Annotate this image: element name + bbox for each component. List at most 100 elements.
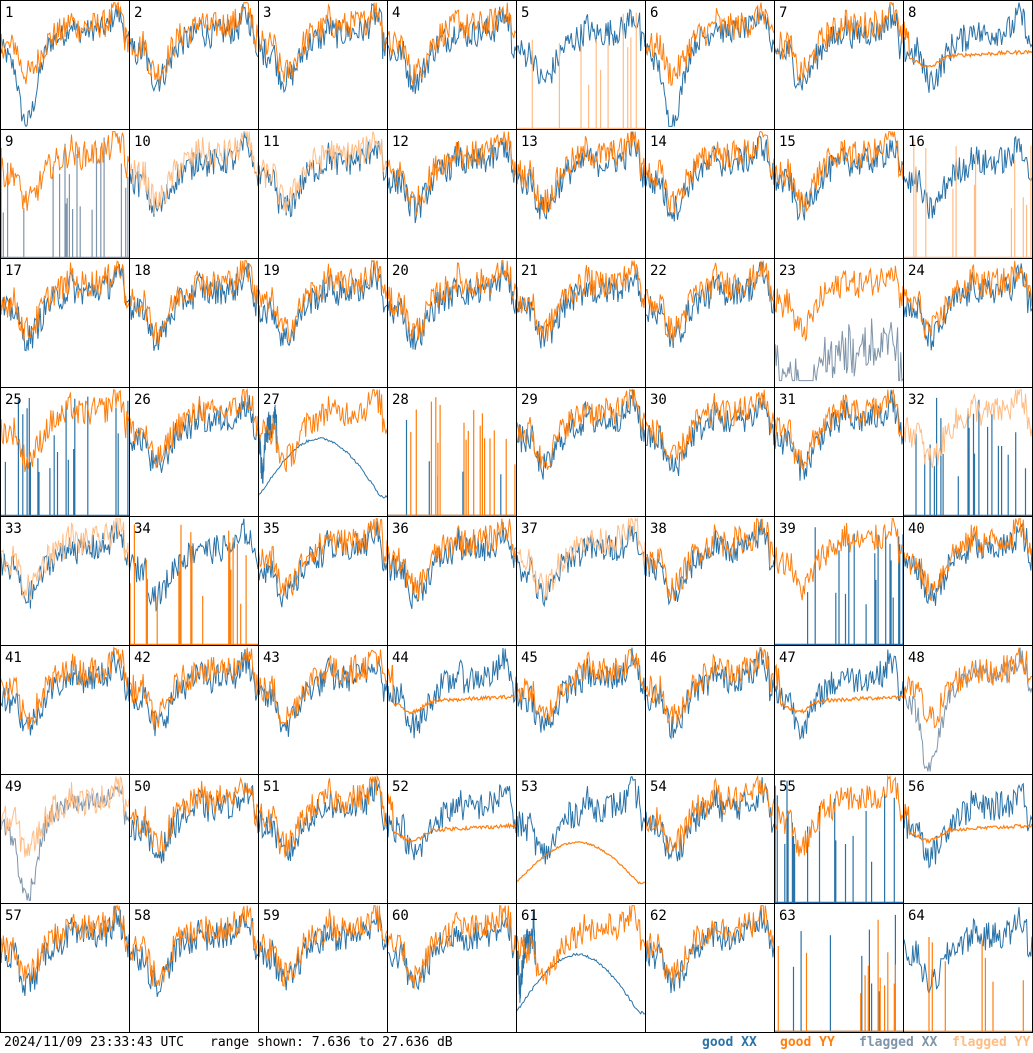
trace-xx (645, 7, 774, 127)
panel-label: 29 (521, 392, 538, 408)
trace-xx (258, 436, 387, 499)
trace-xx (0, 396, 129, 516)
trace-yy (129, 647, 258, 730)
panel-label: 30 (650, 392, 667, 408)
trace-xx (903, 907, 1032, 996)
panel-33 (0, 518, 129, 609)
panel-7 (774, 2, 903, 91)
panel-label: 44 (392, 650, 409, 666)
panel-64 (903, 907, 1032, 1032)
panel-label: 15 (779, 134, 796, 150)
panel-28 (387, 397, 516, 516)
panel-41 (0, 646, 129, 736)
trace-yy (645, 389, 774, 462)
trace-xx (258, 521, 387, 608)
panel-label: 5 (521, 5, 529, 21)
trace-yy (645, 905, 774, 985)
panel-18 (129, 260, 258, 351)
trace-xx-head (516, 911, 536, 1003)
trace-xx (516, 524, 645, 608)
trace-yy (903, 389, 1032, 468)
trace-xx (516, 775, 645, 865)
trace-xx (387, 137, 516, 224)
trace-xx (516, 952, 645, 1015)
panel-23 (774, 265, 903, 383)
trace-yy (516, 131, 645, 214)
trace-yy (774, 663, 903, 715)
trace-yy (258, 905, 387, 987)
trace-xx (258, 260, 387, 347)
panel-label: 38 (650, 521, 667, 537)
panel-11 (258, 131, 387, 218)
panel-32 (903, 389, 1032, 516)
panel-label: 34 (134, 521, 151, 537)
panel-label: 39 (779, 521, 796, 537)
trace-yy (0, 260, 129, 342)
panel-36 (387, 518, 516, 610)
trace-yy (258, 518, 387, 596)
trace-xx (0, 137, 129, 258)
trace-xx (903, 523, 1032, 606)
trace-xx (903, 782, 1032, 869)
panel-label: 62 (650, 908, 667, 924)
trace-yy (0, 388, 129, 473)
panel-label: 42 (134, 650, 151, 666)
timestamp: 2024/11/09 23:33:43 UTC (4, 1035, 185, 1050)
trace-yy (645, 517, 774, 601)
trace-yy (387, 904, 516, 989)
panel-35 (258, 518, 387, 608)
panel-31 (774, 389, 903, 481)
trace-xx (129, 4, 258, 93)
panel-4 (387, 2, 516, 94)
trace-yy (258, 259, 387, 344)
panel-label: 17 (5, 263, 22, 279)
panel-label: 23 (779, 263, 796, 279)
trace-yy (645, 774, 774, 854)
trace-yy (774, 518, 903, 601)
panel-22 (645, 260, 774, 349)
panel-13 (516, 131, 645, 220)
legend-flagged-xx: flagged XX (859, 1035, 938, 1050)
panel-9 (0, 131, 129, 258)
panel-42 (129, 647, 258, 737)
panel-17 (0, 260, 129, 352)
panel-label: 45 (521, 650, 538, 666)
trace-yy (516, 260, 645, 342)
panel-60 (387, 904, 516, 991)
panel-label: 35 (263, 521, 280, 537)
panel-label: 26 (134, 392, 151, 408)
trace-yy (387, 518, 516, 601)
panel-26 (129, 387, 258, 473)
panel-label: 58 (134, 908, 151, 924)
panel-label: 48 (908, 650, 925, 666)
panel-46 (645, 647, 774, 740)
panel-label: 36 (392, 521, 409, 537)
trace-xx-head (258, 404, 278, 484)
panel-label: 47 (779, 650, 796, 666)
trace-yy (516, 12, 645, 129)
trace-xx (903, 263, 1032, 351)
panel-10 (129, 131, 258, 217)
panel-25 (0, 388, 129, 516)
trace-yy (903, 139, 1032, 258)
trace-yy (129, 2, 258, 86)
panel-label: 31 (779, 392, 796, 408)
panel-label: 13 (521, 134, 538, 150)
panel-label: 10 (134, 134, 151, 150)
trace-xx (129, 782, 258, 864)
panel-label: 8 (908, 5, 916, 21)
panel-label: 27 (263, 392, 280, 408)
panel-label: 11 (263, 134, 280, 150)
panel-55 (774, 774, 903, 903)
legend-flagged-yy: flagged YY (952, 1035, 1031, 1050)
panel-label: 41 (5, 650, 22, 666)
trace-xx (774, 318, 903, 383)
trace-yy (645, 647, 774, 728)
trace-yy (903, 804, 1032, 844)
panel-6 (645, 2, 774, 127)
panel-label: 32 (908, 392, 925, 408)
panel-label: 52 (392, 779, 409, 795)
trace-xx (903, 647, 1032, 772)
panel-61 (516, 905, 645, 1015)
panel-label: 21 (521, 263, 538, 279)
